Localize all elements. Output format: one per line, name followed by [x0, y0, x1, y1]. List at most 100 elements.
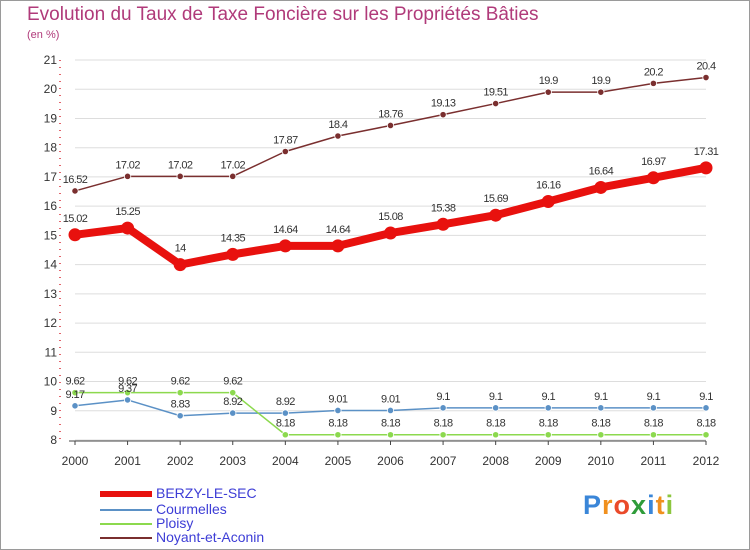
data-label-noyant-2005: 18.4	[328, 119, 347, 131]
data-label-berzy-2002: 14	[175, 243, 187, 255]
logo-letter: x	[631, 490, 648, 520]
point-berzy-2005	[331, 239, 345, 253]
point-berzy-2006	[384, 226, 397, 240]
point-courmelles-2012	[702, 404, 710, 412]
point-ploisy-2010	[597, 431, 605, 439]
y-tick-label-18: 18	[44, 141, 58, 155]
data-label-berzy-2004: 14.64	[273, 224, 298, 236]
y-tick-label-13: 13	[44, 287, 58, 301]
y-tick-label-15: 15	[44, 228, 58, 242]
logo-letter: r	[602, 490, 614, 520]
point-berzy-2008	[489, 208, 503, 222]
point-ploisy-2004	[281, 431, 289, 439]
x-tick-label-2005: 2005	[325, 454, 352, 468]
logo-letter: t	[655, 490, 666, 520]
data-label-noyant-2000: 16.52	[63, 174, 88, 186]
point-berzy-2000	[68, 228, 82, 242]
point-noyant-2012	[702, 73, 710, 82]
point-ploisy-2009	[544, 431, 552, 439]
data-label-ploisy-2011: 8.18	[644, 418, 663, 430]
point-courmelles-2005	[334, 406, 342, 415]
point-noyant-2007	[439, 111, 447, 119]
x-tick-label-2003: 2003	[219, 454, 246, 468]
data-label-noyant-2006: 18.76	[378, 108, 403, 120]
data-label-noyant-2001: 17.02	[115, 159, 140, 171]
logo-letter: i	[665, 490, 675, 520]
point-courmelles-2009	[544, 404, 552, 412]
point-ploisy-2005	[334, 431, 342, 439]
point-ploisy-2011	[649, 431, 658, 439]
point-ploisy-2003	[229, 389, 237, 397]
y-tick-label-9: 9	[50, 404, 57, 418]
legend-label-courmelles: Courmelles	[156, 501, 227, 517]
point-noyant-2008	[492, 99, 500, 108]
logo-letter: i	[647, 490, 656, 520]
data-label-courmelles-2003: 8.92	[223, 396, 242, 408]
data-label-noyant-2002: 17.02	[168, 159, 193, 171]
data-label-ploisy-2009: 8.18	[539, 418, 558, 430]
data-label-ploisy-2008: 8.18	[486, 418, 505, 430]
x-tick-label-2002: 2002	[167, 454, 194, 468]
data-label-courmelles-2010: 9.1	[594, 391, 608, 403]
point-courmelles-2003	[229, 409, 237, 417]
point-courmelles-2007	[439, 404, 447, 412]
data-label-noyant-2010: 19.9	[591, 75, 610, 87]
point-courmelles-2002	[176, 412, 184, 420]
data-label-berzy-2000: 15.02	[63, 213, 88, 225]
data-label-ploisy-2003: 9.62	[223, 376, 242, 388]
y-tick-label-16: 16	[44, 199, 58, 213]
point-noyant-2010	[597, 88, 605, 96]
data-label-courmelles-2001: 9.37	[118, 383, 137, 395]
data-label-berzy-2009: 16.16	[536, 179, 561, 191]
x-tick-label-2012: 2012	[693, 454, 720, 468]
point-courmelles-2010	[597, 404, 605, 412]
data-label-berzy-2006: 15.08	[378, 211, 403, 223]
data-label-berzy-2005: 14.64	[326, 224, 351, 236]
data-label-noyant-2011: 20.2	[644, 66, 663, 78]
data-label-courmelles-2008: 9.1	[489, 391, 503, 403]
data-label-courmelles-2012: 9.1	[699, 391, 713, 403]
point-noyant-2003	[229, 172, 237, 180]
point-noyant-2004	[281, 147, 289, 156]
y-tick-label-8: 8	[50, 433, 57, 447]
y-tick-label-21: 21	[44, 53, 58, 67]
point-berzy-2003	[226, 247, 240, 261]
data-label-noyant-2009: 19.9	[539, 75, 558, 87]
point-courmelles-2006	[386, 406, 395, 415]
legend-swatch-berzy	[100, 491, 152, 497]
data-label-ploisy-2010: 8.18	[591, 418, 610, 430]
point-berzy-2002	[173, 258, 187, 272]
point-courmelles-2000	[71, 402, 79, 410]
point-courmelles-2011	[649, 404, 658, 412]
point-noyant-2001	[123, 172, 132, 180]
point-berzy-2007	[436, 217, 450, 231]
logo-letter: P	[583, 490, 603, 520]
point-noyant-2002	[176, 172, 184, 180]
point-ploisy-2000	[71, 389, 79, 397]
legend-label-ploisy: Ploisy	[156, 515, 194, 531]
point-noyant-2011	[649, 79, 658, 87]
point-courmelles-2008	[492, 404, 500, 412]
data-label-noyant-2012: 20.4	[696, 61, 715, 73]
x-tick-label-2006: 2006	[377, 454, 404, 468]
point-berzy-2009	[541, 194, 555, 208]
point-berzy-2001	[121, 221, 135, 235]
data-label-noyant-2008: 19.51	[483, 87, 508, 99]
point-ploisy-2012	[702, 431, 710, 439]
point-courmelles-2004	[281, 409, 289, 417]
data-label-ploisy-2002: 9.62	[171, 376, 190, 388]
y-tick-label-12: 12	[44, 316, 58, 330]
x-tick-label-2009: 2009	[535, 454, 562, 468]
x-tick-label-2004: 2004	[272, 454, 299, 468]
data-label-berzy-2007: 15.38	[431, 202, 456, 214]
data-label-courmelles-2005: 9.01	[328, 393, 347, 405]
data-label-berzy-2010: 16.64	[589, 165, 614, 177]
point-ploisy-2006	[386, 431, 395, 439]
data-label-ploisy-2012: 8.18	[696, 418, 715, 430]
point-ploisy-2002	[176, 389, 184, 397]
data-label-berzy-2003: 14.35	[220, 232, 245, 244]
y-tick-label-11: 11	[45, 345, 58, 359]
x-tick-label-2001: 2001	[114, 454, 141, 468]
